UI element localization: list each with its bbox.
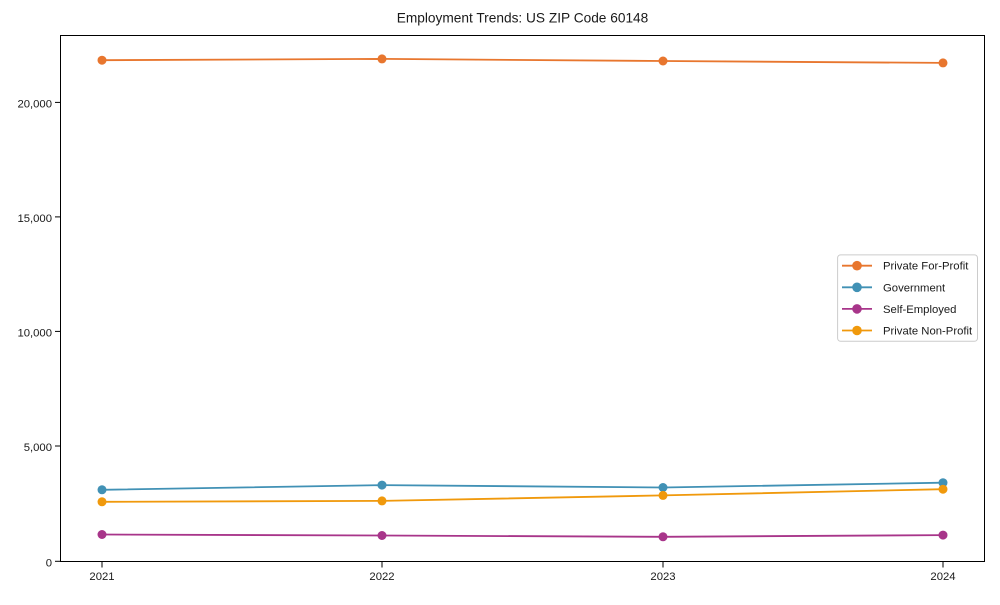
svg-text:15,000: 15,000 (17, 213, 52, 225)
svg-text:2022: 2022 (369, 571, 394, 583)
svg-text:Private For-Profit: Private For-Profit (883, 261, 969, 273)
svg-text:Private Non-Profit: Private Non-Profit (883, 326, 973, 338)
svg-text:Self-Employed: Self-Employed (883, 304, 956, 316)
svg-text:20,000: 20,000 (17, 98, 52, 110)
svg-text:Employment Trends: US ZIP Code: Employment Trends: US ZIP Code 60148 (397, 11, 649, 26)
svg-text:2021: 2021 (89, 571, 114, 583)
svg-text:10,000: 10,000 (17, 327, 52, 339)
svg-text:2023: 2023 (650, 571, 675, 583)
svg-text:5,000: 5,000 (24, 442, 52, 454)
svg-text:2024: 2024 (930, 571, 955, 583)
svg-text:0: 0 (46, 557, 52, 569)
svg-text:Government: Government (883, 282, 946, 294)
